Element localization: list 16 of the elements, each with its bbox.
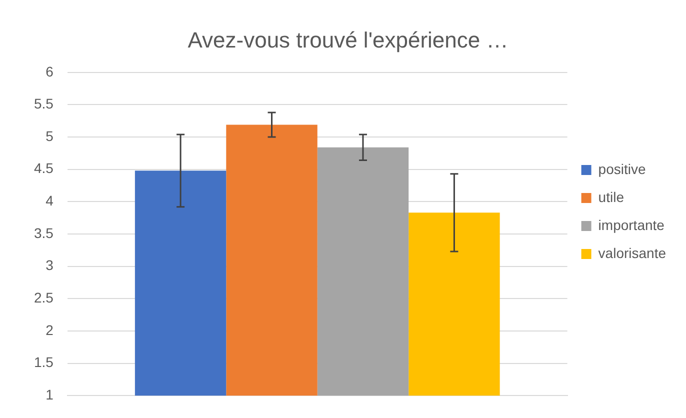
y-tick-label: 4	[46, 192, 54, 209]
legend-label: valorisante	[598, 244, 666, 261]
legend-label: utile	[598, 188, 624, 205]
legend-label: importante	[598, 216, 665, 233]
y-tick-label: 5	[46, 128, 54, 144]
legend-label: positive	[598, 160, 646, 177]
y-tick-label: 1.5	[34, 354, 54, 370]
y-tick-label: 5.5	[34, 96, 54, 112]
y-tick-label: 3	[46, 257, 54, 274]
y-tick-label: 1	[46, 386, 54, 402]
y-tick-label: 3.5	[34, 224, 54, 241]
y-tick-label: 2	[46, 322, 54, 338]
y-tick-label: 2.5	[34, 290, 54, 306]
y-tick-label: 6	[46, 63, 54, 80]
y-tick-label: 4.5	[34, 160, 54, 176]
chart-title: Avez-vous trouvé l'expérience …	[188, 27, 508, 52]
